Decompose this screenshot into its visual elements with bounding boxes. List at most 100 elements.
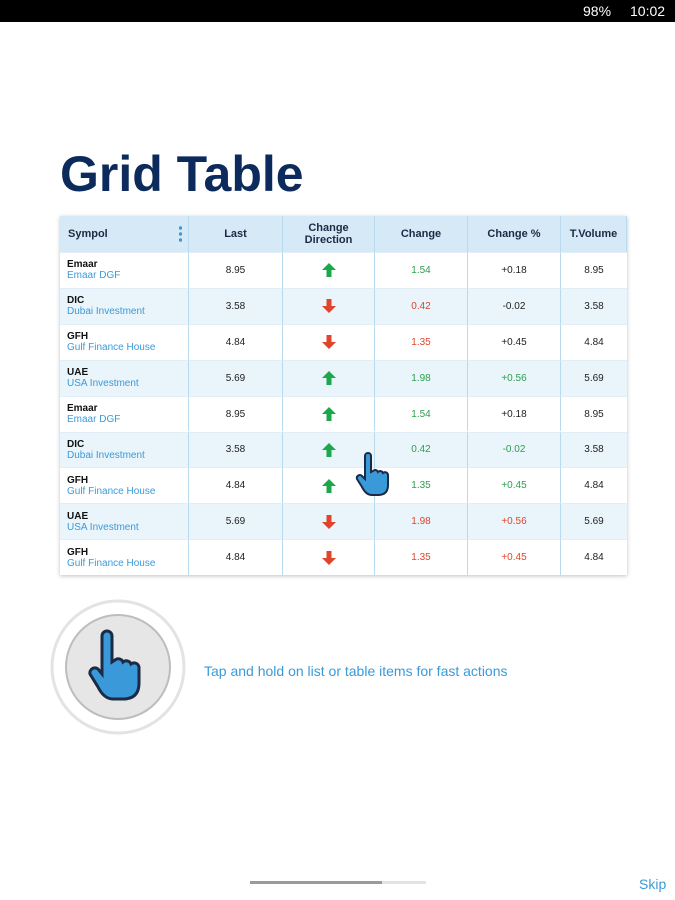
direction-cell <box>283 539 375 576</box>
header-cell: Sympol <box>60 216 189 252</box>
volume-cell: 5.69 <box>561 503 627 540</box>
symbol: Emaar <box>67 259 98 271</box>
symbol-cell: GFH Gulf Finance House <box>60 467 189 504</box>
last-cell: 8.95 <box>189 395 283 432</box>
arrow-down <box>321 550 336 565</box>
header-cell: T.Volume <box>561 216 627 252</box>
symbol: GFH <box>67 331 89 343</box>
change-cell: 1.54 <box>375 252 468 288</box>
header-cell: Change % <box>468 216 561 252</box>
header-cell: Change <box>375 216 468 252</box>
symbol-cell: UAE USA Investment <box>60 503 189 540</box>
company-name: Emaar DGF <box>67 414 121 426</box>
symbol: DIC <box>67 295 85 307</box>
arrow-up <box>321 442 336 457</box>
header-cell: Last <box>189 216 283 252</box>
clock: 10:02 <box>630 3 666 19</box>
company-name: Dubai Investment <box>67 306 145 318</box>
arrow-up <box>321 371 336 386</box>
company-name: Gulf Finance House <box>67 485 156 497</box>
change-cell: 1.35 <box>375 539 468 576</box>
change-cell: 1.54 <box>375 395 468 432</box>
direction-cell <box>283 395 375 432</box>
symbol-cell: GFH Gulf Finance House <box>60 323 189 360</box>
column-menu[interactable] <box>179 225 182 243</box>
direction-cell <box>283 431 375 468</box>
arrow-down <box>321 299 336 314</box>
volume-cell: 4.84 <box>561 467 627 504</box>
company-name: USA Investment <box>67 378 139 390</box>
status-bar: 98% 10:02 <box>0 0 675 22</box>
symbol: DIC <box>67 438 85 450</box>
symbol: Emaar <box>67 403 98 415</box>
grid-table[interactable]: Sympol Last Change Direction Change Change %… <box>60 216 627 576</box>
symbol: UAE <box>67 367 89 379</box>
direction-cell <box>283 359 375 396</box>
company-name: Gulf Finance House <box>67 342 156 354</box>
change-cell: 0.42 <box>375 287 468 324</box>
company-name: Dubai Investment <box>67 449 145 461</box>
volume-cell: 5.69 <box>561 359 627 396</box>
last-cell: 4.84 <box>189 323 283 360</box>
symbol-cell: GFH Gulf Finance House <box>60 539 189 576</box>
arrow-down <box>321 335 336 350</box>
last-cell: 8.95 <box>189 252 283 288</box>
change-cell: 1.98 <box>375 503 468 540</box>
arrow-up <box>321 263 336 278</box>
change-pct-cell: +0.45 <box>468 539 561 576</box>
symbol: GFH <box>67 474 89 486</box>
volume-cell: 4.84 <box>561 539 627 576</box>
direction-cell <box>283 252 375 288</box>
last-cell: 3.58 <box>189 431 283 468</box>
change-cell: 1.35 <box>375 467 468 504</box>
symbol-cell: UAE USA Investment <box>60 359 189 396</box>
company-name: Gulf Finance House <box>67 557 156 569</box>
change-pct-cell: +0.45 <box>468 323 561 360</box>
last-cell: 5.69 <box>189 359 283 396</box>
change-cell: 1.35 <box>375 323 468 360</box>
arrow-up <box>321 478 336 493</box>
direction-cell <box>283 503 375 540</box>
hand-badge <box>50 599 186 735</box>
symbol-cell: DIC Dubai Investment <box>60 431 189 468</box>
battery: 98% <box>583 3 612 19</box>
volume-cell: 8.95 <box>561 252 627 288</box>
direction-cell <box>283 467 375 504</box>
company-name: Emaar DGF <box>67 270 121 282</box>
progress-fill <box>250 881 382 884</box>
company-name: USA Investment <box>67 521 139 533</box>
symbol: UAE <box>67 510 89 522</box>
change-cell: 0.42 <box>375 431 468 468</box>
change-pct-cell: +0.56 <box>468 359 561 396</box>
symbol-cell: Emaar Emaar DGF <box>60 252 189 288</box>
header-cell: Change Direction <box>283 216 375 252</box>
tap-hand <box>355 452 389 496</box>
volume-cell: 3.58 <box>561 287 627 324</box>
change-pct-cell: -0.02 <box>468 431 561 468</box>
arrow-up <box>321 407 336 422</box>
change-pct-cell: -0.02 <box>468 287 561 324</box>
change-cell: 1.98 <box>375 359 468 396</box>
volume-cell: 3.58 <box>561 431 627 468</box>
last-cell: 4.84 <box>189 539 283 576</box>
change-pct-cell: +0.56 <box>468 503 561 540</box>
last-cell: 3.58 <box>189 287 283 324</box>
volume-cell: 4.84 <box>561 323 627 360</box>
symbol: GFH <box>67 546 89 558</box>
hint-text: Tap and hold on list or table items for … <box>204 663 508 679</box>
change-pct-cell: +0.45 <box>468 467 561 504</box>
skip-button[interactable]: Skip <box>639 876 667 892</box>
progress-track <box>250 881 426 884</box>
change-pct-cell: +0.18 <box>468 252 561 288</box>
arrow-down <box>321 514 336 529</box>
volume-cell: 8.95 <box>561 395 627 432</box>
last-cell: 4.84 <box>189 467 283 504</box>
symbol-cell: Emaar Emaar DGF <box>60 395 189 432</box>
last-cell: 5.69 <box>189 503 283 540</box>
change-pct-cell: +0.18 <box>468 395 561 432</box>
direction-cell <box>283 287 375 324</box>
symbol-cell: DIC Dubai Investment <box>60 287 189 324</box>
title: Grid Table <box>60 146 304 202</box>
direction-cell <box>283 323 375 360</box>
